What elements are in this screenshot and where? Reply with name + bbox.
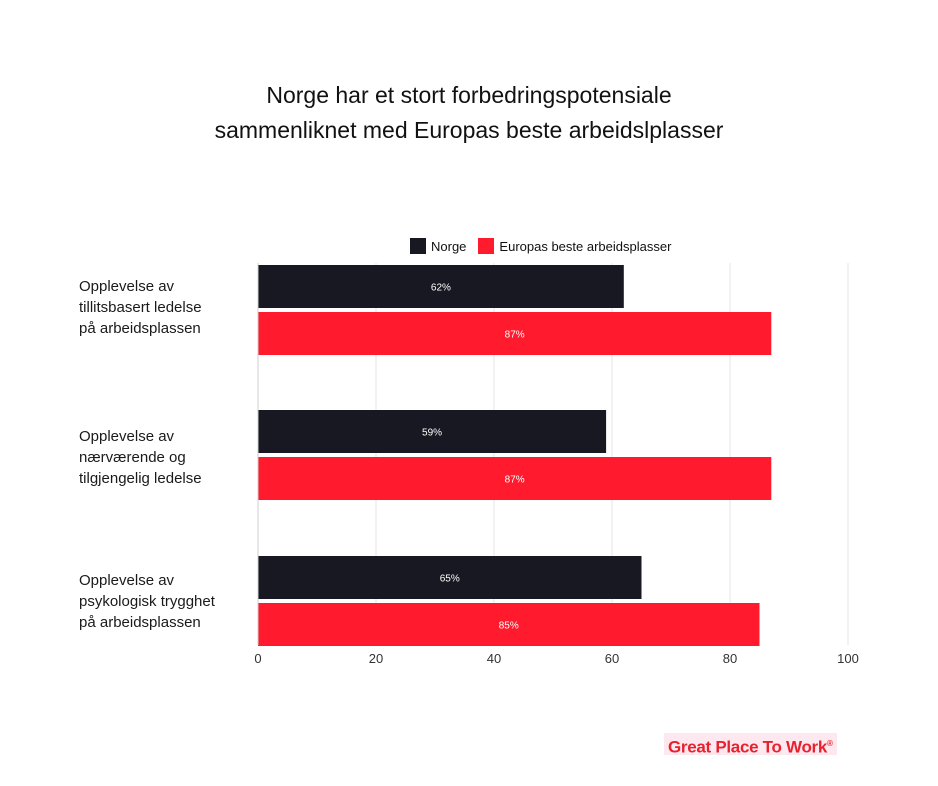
x-tick-label-60: 60: [605, 651, 619, 666]
category-label-2: Opplevelse av nærværende og tilgjengelig…: [79, 426, 249, 489]
legend-label-europa: Europas beste arbeidsplasser: [499, 238, 672, 254]
logo-text: Great Place To Work: [668, 737, 828, 757]
legend-item-norge: Norge: [410, 238, 466, 254]
x-tick-label-80: 80: [723, 651, 737, 666]
legend-swatch-norge: [410, 238, 426, 254]
chart-legend: Norge Europas beste arbeidsplasser: [410, 236, 683, 256]
bar-norge-1: [258, 265, 624, 308]
legend-item-europa: Europas beste arbeidsplasser: [478, 238, 671, 254]
x-tick-label-100: 100: [837, 651, 859, 666]
data-label-norge-2: 59%: [422, 428, 442, 439]
category-label-1: Opplevelse av tillitsbasert ledelse på a…: [79, 276, 249, 339]
category-3-line-2: psykologisk trygghet: [79, 593, 215, 610]
legend-label-norge: Norge: [431, 238, 467, 254]
data-label-europa-3: 85%: [499, 621, 519, 632]
x-tick-label-40: 40: [487, 651, 501, 666]
bar-norge-3: [258, 556, 642, 599]
x-tick-label-20: 20: [369, 651, 383, 666]
chart-title-line-1: Norge har et stort forbedringspotensiale: [266, 82, 672, 108]
bar-europa-3: [258, 603, 760, 646]
chart-title: Norge har et stort forbedringspotensiale…: [0, 78, 938, 148]
bar-europa-1: [258, 312, 772, 355]
data-label-europa-2: 87%: [505, 475, 525, 486]
data-label-europa-1: 87%: [505, 330, 525, 341]
chart-title-line-2: sammenliknet med Europas beste arbeidslp…: [214, 117, 724, 143]
data-label-norge-1: 62%: [431, 283, 451, 294]
x-tick-label-0: 0: [254, 651, 261, 666]
logo-registered-mark: ®: [827, 739, 833, 748]
category-2-line-3: tilgjengelig ledelse: [79, 470, 202, 487]
category-1-line-3: på arbeidsplassen: [79, 320, 201, 337]
category-1-line-2: tillitsbasert ledelse: [79, 299, 202, 316]
great-place-to-work-logo: Great Place To Work®: [664, 733, 837, 757]
legend-swatch-europa: [478, 238, 495, 254]
bar-europa-2: [258, 457, 772, 500]
category-label-3: Opplevelse av psykologisk trygghet på ar…: [79, 570, 249, 633]
category-1-line-1: Opplevelse av: [79, 278, 175, 295]
category-3-line-1: Opplevelse av: [79, 572, 175, 589]
data-label-norge-3: 65%: [440, 574, 460, 585]
category-3-line-3: på arbeidsplassen: [79, 614, 201, 631]
category-2-line-2: nærværende og: [79, 449, 186, 466]
bar-norge-2: [258, 410, 607, 453]
category-2-line-1: Opplevelse av: [79, 428, 175, 445]
